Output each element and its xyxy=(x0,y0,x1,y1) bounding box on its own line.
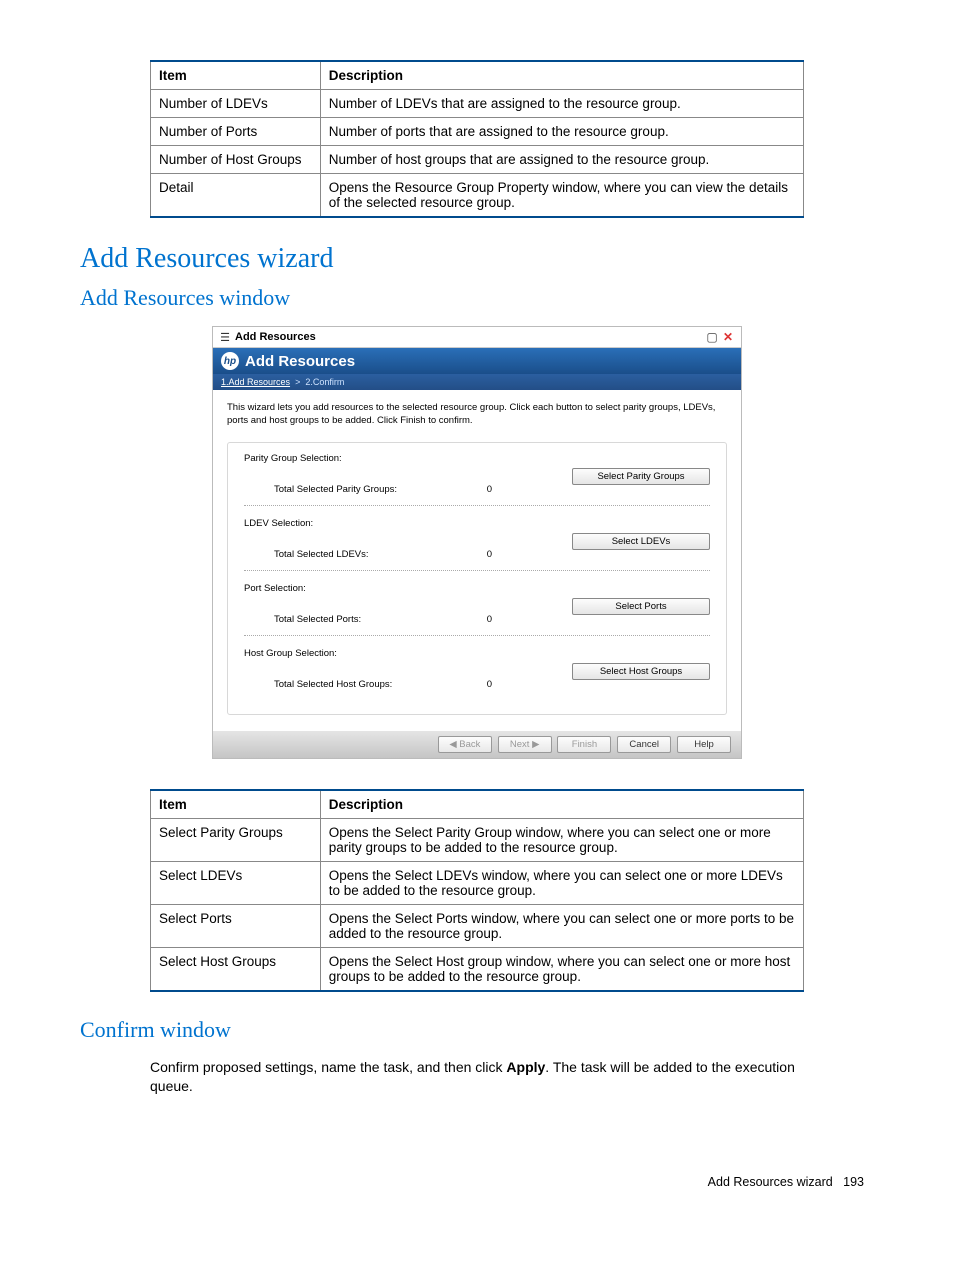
cancel-button[interactable]: Cancel xyxy=(617,736,671,753)
close-icon[interactable]: ✕ xyxy=(721,330,735,344)
wizard-header-title: Add Resources xyxy=(245,353,355,370)
ldev-total-label: Total Selected LDEVs: xyxy=(244,549,484,560)
table-row: Select Host GroupsOpens the Select Host … xyxy=(151,947,804,991)
add-resources-wizard-window: ☰ Add Resources ▢ ✕ hp Add Resources 1.A… xyxy=(212,326,742,759)
host-group-title: Host Group Selection: xyxy=(244,648,710,659)
col-desc: Description xyxy=(320,790,803,819)
heading-confirm-window: Confirm window xyxy=(80,1017,874,1043)
confirm-pre: Confirm proposed settings, name the task… xyxy=(150,1059,506,1075)
add-resources-items-table: Item Description Select Parity GroupsOpe… xyxy=(150,789,804,992)
wizard-intro-text: This wizard lets you add resources to th… xyxy=(227,402,727,428)
maximize-icon[interactable]: ▢ xyxy=(705,330,719,344)
parity-group-title: Parity Group Selection: xyxy=(244,453,710,464)
ldev-total-value: 0 xyxy=(487,549,492,560)
col-item: Item xyxy=(151,790,321,819)
step-1[interactable]: 1.Add Resources xyxy=(221,377,290,387)
select-parity-groups-button[interactable]: Select Parity Groups xyxy=(572,468,710,485)
collapse-icon[interactable]: ☰ xyxy=(219,331,231,344)
heading-add-resources-window: Add Resources window xyxy=(80,285,874,311)
port-total-value: 0 xyxy=(487,614,492,625)
table-row: Select Parity GroupsOpens the Select Par… xyxy=(151,818,804,861)
help-button[interactable]: Help xyxy=(677,736,731,753)
host-group-total-label: Total Selected Host Groups: xyxy=(244,679,484,690)
port-section: Port Selection: Total Selected Ports: 0 … xyxy=(244,570,710,635)
host-group-section: Host Group Selection: Total Selected Hos… xyxy=(244,635,710,700)
wizard-header: hp Add Resources xyxy=(213,348,741,374)
table-row: Number of LDEVsNumber of LDEVs that are … xyxy=(151,90,804,118)
resource-group-table: Item Description Number of LDEVsNumber o… xyxy=(150,60,804,218)
selection-panel-box: Parity Group Selection: Total Selected P… xyxy=(227,442,727,715)
select-host-groups-button[interactable]: Select Host Groups xyxy=(572,663,710,680)
port-total-label: Total Selected Ports: xyxy=(244,614,484,625)
step-sep: > xyxy=(293,377,306,387)
parity-group-section: Parity Group Selection: Total Selected P… xyxy=(244,453,710,505)
footer-text: Add Resources wizard xyxy=(708,1175,833,1189)
parity-group-total-label: Total Selected Parity Groups: xyxy=(244,484,484,495)
table-row: Select PortsOpens the Select Ports windo… xyxy=(151,904,804,947)
wizard-footer: ◀ Back Next ▶ Finish Cancel Help xyxy=(213,731,741,758)
wizard-steps: 1.Add Resources > 2.Confirm xyxy=(213,374,741,390)
confirm-bold: Apply xyxy=(506,1059,545,1075)
page-footer: Add Resources wizard 193 xyxy=(80,1175,874,1189)
window-titlebar: ☰ Add Resources ▢ ✕ xyxy=(213,327,741,348)
finish-button[interactable]: Finish xyxy=(557,736,611,753)
col-item: Item xyxy=(151,61,321,90)
table-row: DetailOpens the Resource Group Property … xyxy=(151,174,804,218)
window-title: Add Resources xyxy=(231,331,703,343)
ldev-section: LDEV Selection: Total Selected LDEVs: 0 … xyxy=(244,505,710,570)
next-button[interactable]: Next ▶ xyxy=(498,736,552,753)
confirm-window-text: Confirm proposed settings, name the task… xyxy=(150,1058,804,1096)
select-ports-button[interactable]: Select Ports xyxy=(572,598,710,615)
hp-logo-icon: hp xyxy=(221,352,239,370)
heading-add-resources-wizard: Add Resources wizard xyxy=(80,243,874,275)
parity-group-total-value: 0 xyxy=(487,484,492,495)
select-ldevs-button[interactable]: Select LDEVs xyxy=(572,533,710,550)
table-row: Number of Host GroupsNumber of host grou… xyxy=(151,146,804,174)
footer-page-number: 193 xyxy=(843,1175,864,1189)
table-row: Select LDEVsOpens the Select LDEVs windo… xyxy=(151,861,804,904)
back-button[interactable]: ◀ Back xyxy=(438,736,492,753)
host-group-total-value: 0 xyxy=(487,679,492,690)
ldev-title: LDEV Selection: xyxy=(244,518,710,529)
wizard-body: This wizard lets you add resources to th… xyxy=(213,390,741,731)
table-row: Number of PortsNumber of ports that are … xyxy=(151,118,804,146)
port-title: Port Selection: xyxy=(244,583,710,594)
step-2[interactable]: 2.Confirm xyxy=(305,377,344,387)
col-desc: Description xyxy=(320,61,803,90)
